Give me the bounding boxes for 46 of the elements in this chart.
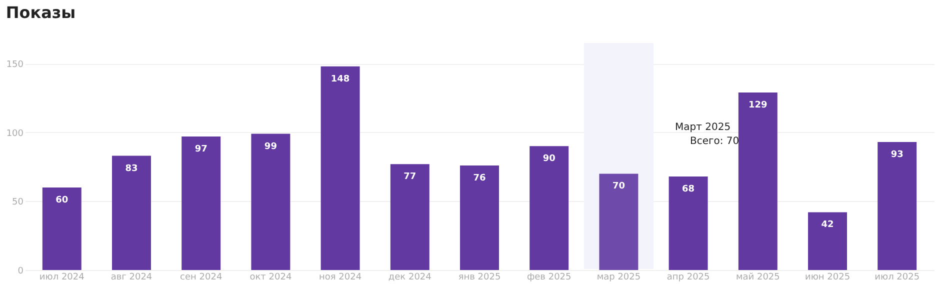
data-label: 68 <box>682 184 695 194</box>
x-tick-label: май 2025 <box>736 272 780 282</box>
data-label: 129 <box>748 100 768 111</box>
x-tick-label: июн 2025 <box>804 272 850 282</box>
data-label: 93 <box>890 150 904 160</box>
annotation: Всего: 70 <box>690 136 740 147</box>
bar <box>42 187 82 270</box>
data-label: 148 <box>330 74 350 84</box>
data-label: 99 <box>264 142 277 152</box>
chart-title: Показы <box>6 3 76 22</box>
x-tick-label: дек 2024 <box>388 272 432 282</box>
data-label: 70 <box>612 182 625 192</box>
y-tick-label: 50 <box>12 198 24 208</box>
x-tick-label: июл 2024 <box>39 272 85 282</box>
bar <box>599 174 638 270</box>
bar <box>182 136 221 270</box>
x-tick-label: авг 2024 <box>110 272 152 282</box>
bar <box>112 156 151 270</box>
y-tick-label: 0 <box>18 266 24 276</box>
bar <box>320 66 360 270</box>
x-tick-label: апр 2025 <box>666 272 710 282</box>
bar <box>808 212 847 270</box>
data-label: 77 <box>404 172 416 182</box>
data-label: 97 <box>194 144 208 155</box>
bar <box>530 146 569 270</box>
bar <box>668 176 708 270</box>
bar <box>460 165 499 270</box>
data-label: 90 <box>542 154 556 164</box>
x-tick-label: янв 2025 <box>458 272 501 282</box>
annotation: Март 2025 <box>675 122 731 133</box>
data-label: 83 <box>125 164 138 174</box>
bar <box>390 164 430 270</box>
x-tick-label: окт 2024 <box>250 272 292 282</box>
x-tick-label: ноя 2024 <box>319 272 362 282</box>
x-tick-label: фев 2025 <box>526 272 572 282</box>
y-tick-label: 150 <box>6 60 24 70</box>
bar <box>251 134 290 270</box>
x-tick-label: июл 2025 <box>874 272 920 282</box>
data-label: 60 <box>56 195 68 206</box>
x-tick-label: сен 2024 <box>180 272 222 282</box>
data-label: 76 <box>473 173 486 184</box>
y-tick-label: 100 <box>6 128 24 139</box>
bar <box>878 142 917 270</box>
data-label: 42 <box>821 220 834 230</box>
x-tick-label: мар 2025 <box>596 272 641 282</box>
bar <box>738 92 778 270</box>
